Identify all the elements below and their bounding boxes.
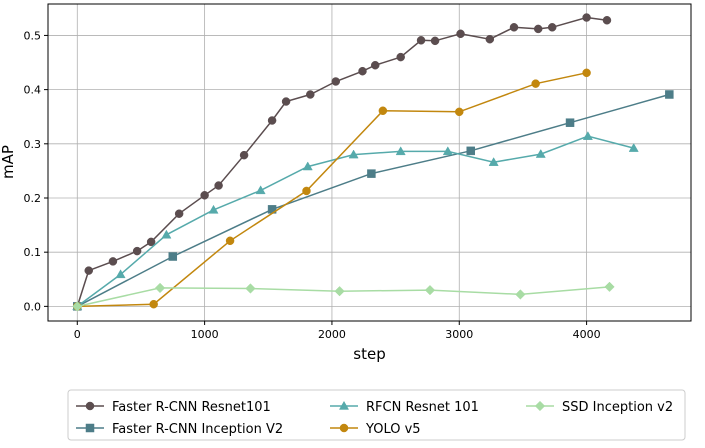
data-point: [430, 36, 440, 46]
data-point: [370, 60, 380, 70]
x-tick-label: 1000: [191, 328, 219, 341]
data-point: [132, 246, 142, 256]
data-point: [455, 107, 464, 117]
data-point: [161, 229, 172, 239]
data-point: [531, 79, 540, 88]
data-point: [334, 286, 345, 297]
data-point: [149, 299, 158, 309]
data-point: [245, 283, 256, 294]
data-point: [108, 257, 118, 266]
legend-marker: [534, 400, 546, 412]
data-point: [168, 252, 178, 261]
data-point: [604, 281, 615, 293]
legend-marker: [85, 401, 95, 411]
legend-entry: Faster R-CNN Resnet101: [76, 400, 271, 415]
data-point: [424, 284, 436, 296]
data-point: [485, 34, 495, 44]
x-tick-label: 4000: [573, 328, 601, 341]
data-point: [306, 90, 315, 99]
data-point: [378, 106, 388, 116]
data-point: [281, 97, 291, 106]
data-point: [154, 282, 166, 294]
legend-label: Faster R-CNN Resnet101: [112, 400, 271, 415]
legend-marker: [338, 400, 350, 410]
legend-label: RFCN Resnet 101: [366, 400, 479, 415]
y-axis-label: mAP: [0, 145, 17, 179]
data-point: [200, 191, 209, 200]
data-point: [547, 23, 557, 32]
plot-frame: [47, 3, 692, 322]
data-point: [535, 148, 546, 158]
data-point: [225, 236, 235, 246]
data-point: [267, 116, 277, 125]
data-point: [302, 161, 313, 171]
data-point: [533, 24, 543, 34]
data-point: [72, 301, 83, 312]
data-point: [582, 131, 593, 140]
y-tick-label: 0.1: [24, 246, 42, 259]
data-point: [84, 266, 93, 275]
data-point: [628, 143, 639, 152]
data-point: [208, 204, 219, 214]
x-axis: 0 1000 2000 3000 4000: [74, 321, 601, 341]
y-tick-label: 0.4: [24, 84, 42, 97]
data-point: [239, 150, 249, 160]
y-tick-label: 0.2: [24, 192, 42, 205]
legend-entry: SSD Inception v2: [526, 400, 673, 415]
series-line: [76, 93, 670, 308]
data-point: [146, 237, 156, 247]
grid: [48, 4, 691, 321]
data-point: [255, 185, 266, 195]
data-point: [367, 169, 376, 178]
data-point: [509, 23, 519, 32]
data-point: [665, 90, 674, 99]
legend-label: YOLO v5: [365, 422, 421, 437]
y-tick-label: 0.3: [24, 138, 42, 151]
data-point: [358, 66, 367, 76]
legend-frame: [67, 389, 686, 441]
series-line: [76, 16, 608, 307]
data-point: [331, 77, 341, 86]
legend-label: Faster R-CNN Inception V2: [112, 422, 283, 437]
legend-entry: YOLO v5: [330, 422, 421, 437]
legend-label: SSD Inception v2: [562, 400, 673, 415]
legend: Faster R-CNN Resnet101 Faster R-CNN Incep…: [67, 389, 686, 441]
series-rfcn-resnet-101: [72, 131, 639, 311]
series-layer: [72, 13, 674, 312]
data-point: [582, 13, 591, 22]
x-tick-label: 3000: [445, 328, 473, 341]
data-point: [488, 157, 499, 166]
legend-marker: [85, 423, 95, 433]
legend-marker: [339, 423, 349, 433]
data-point: [565, 118, 575, 127]
data-point: [396, 52, 405, 62]
series-ssd-inception-v2: [72, 281, 615, 312]
x-tick-label: 0: [74, 328, 81, 341]
data-point: [442, 146, 453, 156]
data-point: [416, 36, 426, 45]
data-point: [115, 269, 126, 279]
data-point: [395, 146, 406, 156]
legend-entry: Faster R-CNN Inception V2: [76, 422, 283, 437]
legend-entry: RFCN Resnet 101: [330, 400, 479, 415]
data-point: [602, 16, 612, 25]
series-line: [76, 135, 634, 308]
data-point: [302, 186, 311, 196]
data-point: [456, 29, 465, 39]
x-axis-label: step: [353, 345, 385, 363]
y-tick-label: 0.5: [24, 29, 42, 42]
data-point: [174, 209, 184, 218]
series-faster-r-cnn-inception-v2: [73, 90, 674, 311]
data-point: [515, 289, 526, 300]
series-line: [77, 72, 587, 308]
x-tick-label: 2000: [318, 328, 346, 341]
y-tick-label: 0.0: [24, 300, 42, 313]
y-axis: 0.0 0.1 0.2 0.3 0.4 0.5: [24, 29, 48, 313]
data-point: [466, 146, 475, 156]
data-point: [582, 68, 591, 78]
data-point: [348, 149, 359, 159]
data-point: [214, 181, 223, 190]
